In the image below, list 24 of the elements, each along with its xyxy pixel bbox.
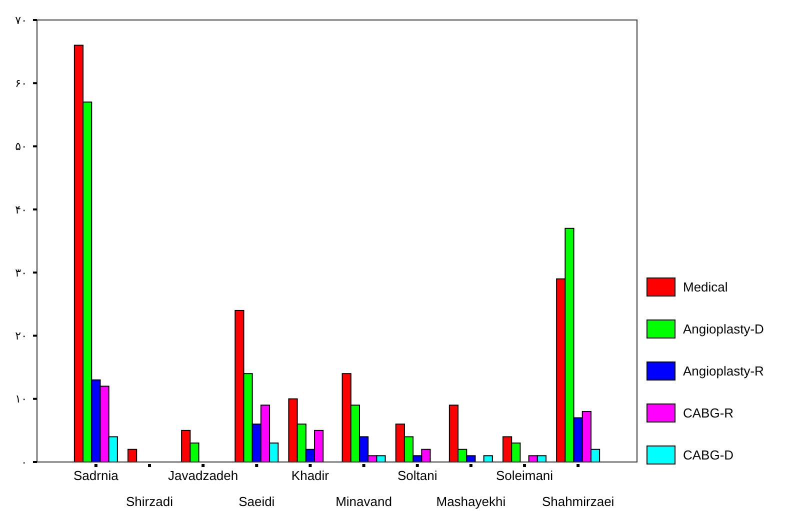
- y-tick-label: ۵۰: [15, 141, 27, 154]
- x-tick-label: Sadrnia: [74, 468, 120, 483]
- x-tick-label: Soltani: [397, 468, 438, 483]
- x-tick-label: Shirzadi: [126, 494, 174, 509]
- y-tick-label: ۷۰: [15, 14, 27, 27]
- y-tick-label: ۲۰: [15, 330, 27, 343]
- legend-label: CABG-R: [683, 406, 734, 421]
- legend-label: Angioplasty-R: [683, 364, 764, 379]
- x-tick-label: Mashayekhi: [436, 494, 506, 509]
- x-tick-label: Khadir: [291, 468, 330, 483]
- y-tick-label: ۱۰: [15, 394, 27, 406]
- y-tick-label: ۰: [21, 456, 27, 469]
- x-tick-label: Saeidi: [238, 494, 275, 509]
- legend-label: Angioplasty-D: [683, 322, 764, 337]
- y-tick-label: ۶۰: [15, 78, 27, 90]
- x-tick-label: Soleimani: [496, 468, 554, 483]
- legend-label: CABG-D: [683, 448, 734, 463]
- x-tick-label: Minavand: [336, 494, 392, 509]
- legend-label: Medical: [683, 280, 728, 295]
- bar: [128, 448, 138, 462]
- x-tick-label: Javadzadeh: [168, 468, 238, 483]
- y-tick-label: ۴۰: [15, 204, 27, 216]
- x-tick-label: Shahmirzaei: [542, 494, 614, 509]
- y-tick-label: ۳۰: [15, 267, 27, 280]
